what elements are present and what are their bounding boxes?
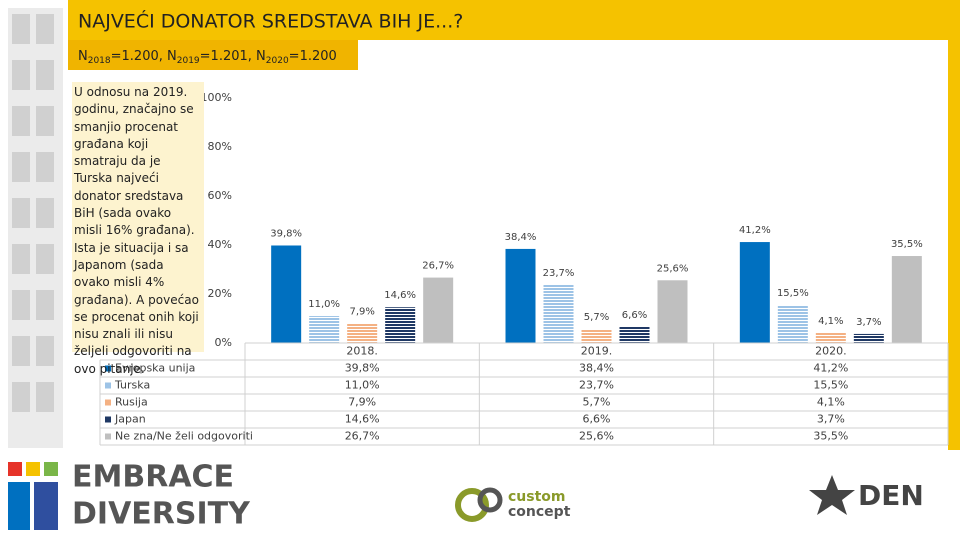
subtitle-part: N: [78, 49, 88, 64]
legend-label: Ne zna/Ne želi odgovoriti: [115, 430, 253, 443]
legend-label: Evropska unija: [115, 362, 195, 375]
x-tick-label: 2020.: [815, 345, 847, 358]
bar: [853, 333, 884, 343]
bar: [891, 256, 922, 343]
subtitle-part: =1.200, N: [111, 49, 177, 64]
bar: [815, 332, 846, 343]
table-cell: 3,7%: [817, 413, 845, 426]
x-tick-label: 2019.: [581, 345, 613, 358]
legend-swatch: [105, 382, 111, 389]
note: U odnosu na 2019. godinu, značajno se sm…: [72, 82, 204, 376]
y-tick-label: 0%: [215, 336, 232, 349]
table-cell: 38,4%: [579, 362, 614, 375]
logo-right: DEN: [809, 475, 924, 515]
logo-left: EMBRACE DIVERSITY: [8, 460, 251, 532]
table-cell: 35,5%: [813, 430, 848, 443]
table-cell: 11,0%: [345, 379, 380, 392]
legend-swatch: [105, 365, 111, 372]
data-label: 38,4%: [505, 232, 537, 243]
title: NAJVEĆI DONATOR SREDSTAVA BIH JE...?: [78, 9, 463, 33]
bar: [385, 307, 416, 343]
logo-text: concept: [508, 504, 571, 520]
table-cell: 7,9%: [348, 396, 376, 409]
data-label: 14,6%: [384, 290, 416, 301]
bar: [309, 316, 340, 343]
logo-text: DIVERSITY: [72, 497, 251, 532]
logo-text: EMBRACE: [72, 460, 234, 495]
subtitle: N2018=1.200, N2019=1.201, N2020=1.200: [78, 49, 337, 66]
data-label: 25,6%: [657, 263, 689, 274]
data-label: 35,5%: [891, 239, 923, 250]
table-cell: 25,6%: [579, 430, 614, 443]
legend-swatch: [105, 399, 111, 406]
table-cell: 41,2%: [813, 362, 848, 375]
data-label: 26,7%: [422, 261, 454, 272]
table-cell: 4,1%: [817, 396, 845, 409]
x-tick-label: 2018.: [346, 345, 378, 358]
y-tick-label: 60%: [208, 189, 232, 202]
bar: [619, 326, 650, 343]
subtitle-band: [68, 40, 358, 70]
legend-label: Japan: [114, 413, 146, 426]
table-cell: 15,5%: [813, 379, 848, 392]
data-label: 11,0%: [308, 299, 340, 310]
bar: [581, 329, 612, 343]
subtitle-part: 2018: [88, 56, 111, 66]
logo-text: custom: [508, 489, 566, 505]
data-label: 7,9%: [349, 307, 374, 318]
y-tick-label: 100%: [201, 91, 232, 104]
right-band: [948, 0, 960, 450]
table-cell: 5,7%: [583, 396, 611, 409]
subtitle-part: =1.200: [289, 49, 337, 64]
side-pattern: [8, 8, 63, 448]
subtitle-part: =1.201, N: [200, 49, 266, 64]
table-cell: 14,6%: [345, 413, 380, 426]
table-cell: 26,7%: [345, 430, 380, 443]
bar: [271, 245, 302, 343]
legend-swatch: [105, 433, 111, 440]
legend-label: Rusija: [115, 396, 148, 409]
data-label: 5,7%: [584, 312, 609, 323]
table-cell: 39,8%: [345, 362, 380, 375]
bar: [657, 280, 688, 343]
data-label: 3,7%: [856, 317, 881, 328]
subtitle-part: 2020: [266, 56, 289, 66]
bar: [347, 323, 378, 343]
subtitle-part: 2019: [177, 56, 200, 66]
bar: [505, 248, 536, 343]
bar: [423, 277, 454, 343]
bar: [739, 242, 770, 343]
bar: [777, 305, 808, 343]
data-label: 39,8%: [270, 228, 302, 239]
y-tick-label: 20%: [208, 287, 232, 300]
data-label: 41,2%: [739, 225, 771, 236]
data-label: 23,7%: [543, 268, 575, 279]
y-tick-label: 40%: [208, 238, 232, 251]
logo-text: DEN: [858, 479, 924, 512]
header-band: [68, 0, 960, 40]
table-cell: 6,6%: [583, 413, 611, 426]
logo-middle: custom concept: [455, 487, 571, 522]
legend-label: Turska: [114, 379, 150, 392]
table-cell: 23,7%: [579, 379, 614, 392]
data-label: 6,6%: [622, 310, 647, 321]
bar: [543, 284, 574, 343]
data-label: 4,1%: [818, 316, 843, 327]
data-label: 15,5%: [777, 288, 809, 299]
legend-swatch: [105, 416, 111, 423]
y-tick-label: 80%: [208, 140, 232, 153]
